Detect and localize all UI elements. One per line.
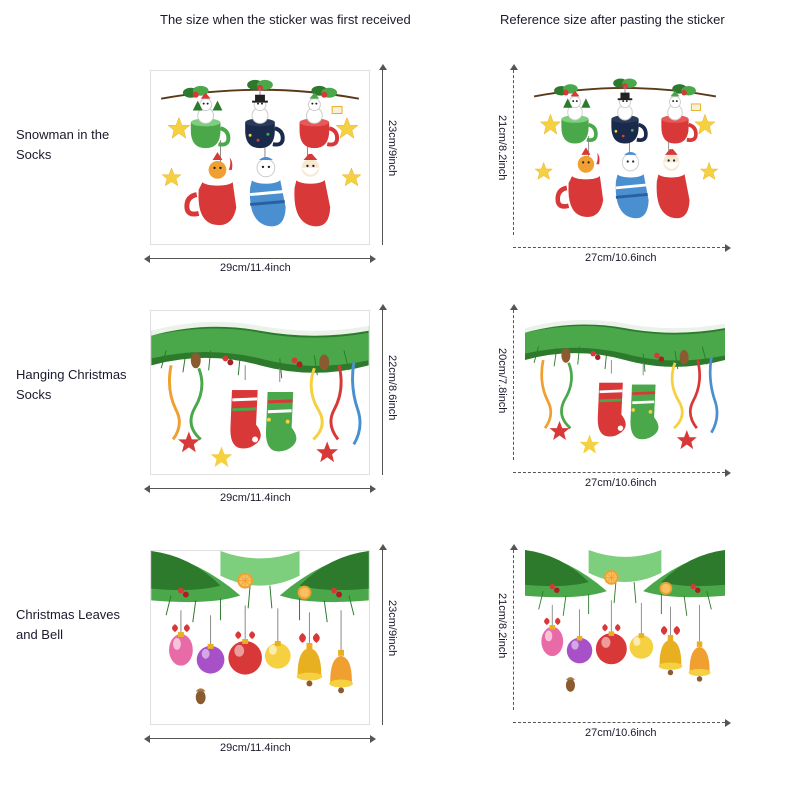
- panel-r0-pasted-frame: [525, 70, 725, 235]
- panel-r1-received: [150, 310, 370, 475]
- panel-r2-received: [150, 550, 370, 725]
- row-label-0: Snowman in the Socks: [16, 125, 136, 164]
- dim-r2-rec-w: 29cm/11.4inch: [220, 742, 291, 754]
- dim-r1-pst-h: 20cm/7.8inch: [496, 348, 508, 413]
- dim-r1-pst-w: 27cm/10.6inch: [585, 477, 657, 489]
- dim-r2-pst-w: 27cm/10.6inch: [585, 727, 657, 739]
- row-label-1: Hanging Christmas Socks: [16, 365, 136, 404]
- dim-r0-pst-h: 21cm/8.2inch: [496, 115, 508, 180]
- dim-r1-rec-h: 22cm/8.6inch: [386, 355, 398, 420]
- row-label-2: Christmas Leaves and Bell: [16, 605, 136, 644]
- dim-r2-rec-h: 23cm/9inch: [386, 600, 398, 656]
- panel-r0-received: [150, 70, 370, 245]
- dim-r0-pst-w: 27cm/10.6inch: [585, 252, 657, 264]
- dim-r0-rec-h: 23cm/9inch: [386, 120, 398, 176]
- dim-r1-rec-w: 29cm/11.4inch: [220, 492, 291, 504]
- dim-r2-pst-h: 21cm/8.2inch: [496, 593, 508, 658]
- dim-r0-rec-w: 29cm/11.4inch: [220, 262, 291, 274]
- panel-r1-pasted-frame: [525, 310, 725, 460]
- panel-r2-pasted-frame: [525, 550, 725, 710]
- header-pasted: Reference size after pasting the sticker: [500, 12, 725, 27]
- header-received: The size when the sticker was first rece…: [160, 12, 411, 27]
